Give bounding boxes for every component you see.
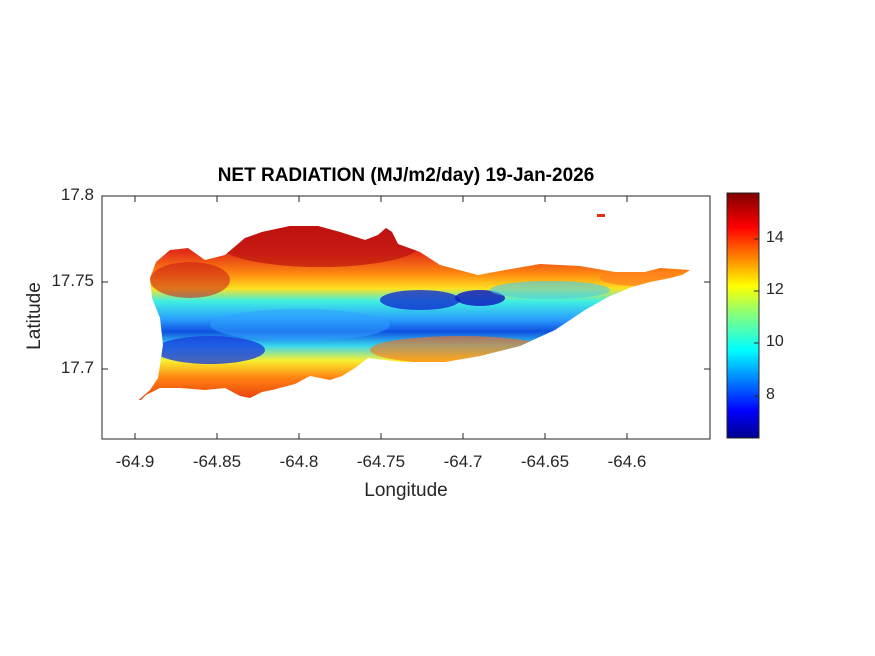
x-tick-label: -64.7 bbox=[443, 452, 483, 471]
colorbar bbox=[726, 192, 760, 439]
x-axis bbox=[134, 196, 628, 439]
y-tick-label: 17.8 bbox=[60, 185, 94, 204]
x-tick-label: -64.8 bbox=[279, 452, 319, 471]
x-axis-label: Longitude bbox=[364, 480, 448, 501]
colorbar-tick-label: 14 bbox=[766, 229, 784, 246]
colorbar-tick-label: 10 bbox=[766, 333, 784, 350]
chart-title: NET RADIATION (MJ/m2/day) 19-Jan-2026 bbox=[217, 165, 595, 186]
y-axis bbox=[102, 195, 710, 370]
x-tick-label: -64.6 bbox=[607, 452, 647, 471]
y-axis-label: Latitude bbox=[24, 282, 45, 350]
x-tick-label: -64.75 bbox=[356, 452, 406, 471]
x-tick-label: -64.85 bbox=[192, 452, 242, 471]
colorbar-tick-label: 8 bbox=[766, 386, 775, 403]
x-tick-label: -64.65 bbox=[520, 452, 570, 471]
y-tick-label: 17.75 bbox=[51, 271, 94, 290]
y-tick-label: 17.7 bbox=[60, 358, 94, 377]
x-tick-label: -64.9 bbox=[115, 452, 155, 471]
colorbar-tick-label: 12 bbox=[766, 281, 784, 298]
